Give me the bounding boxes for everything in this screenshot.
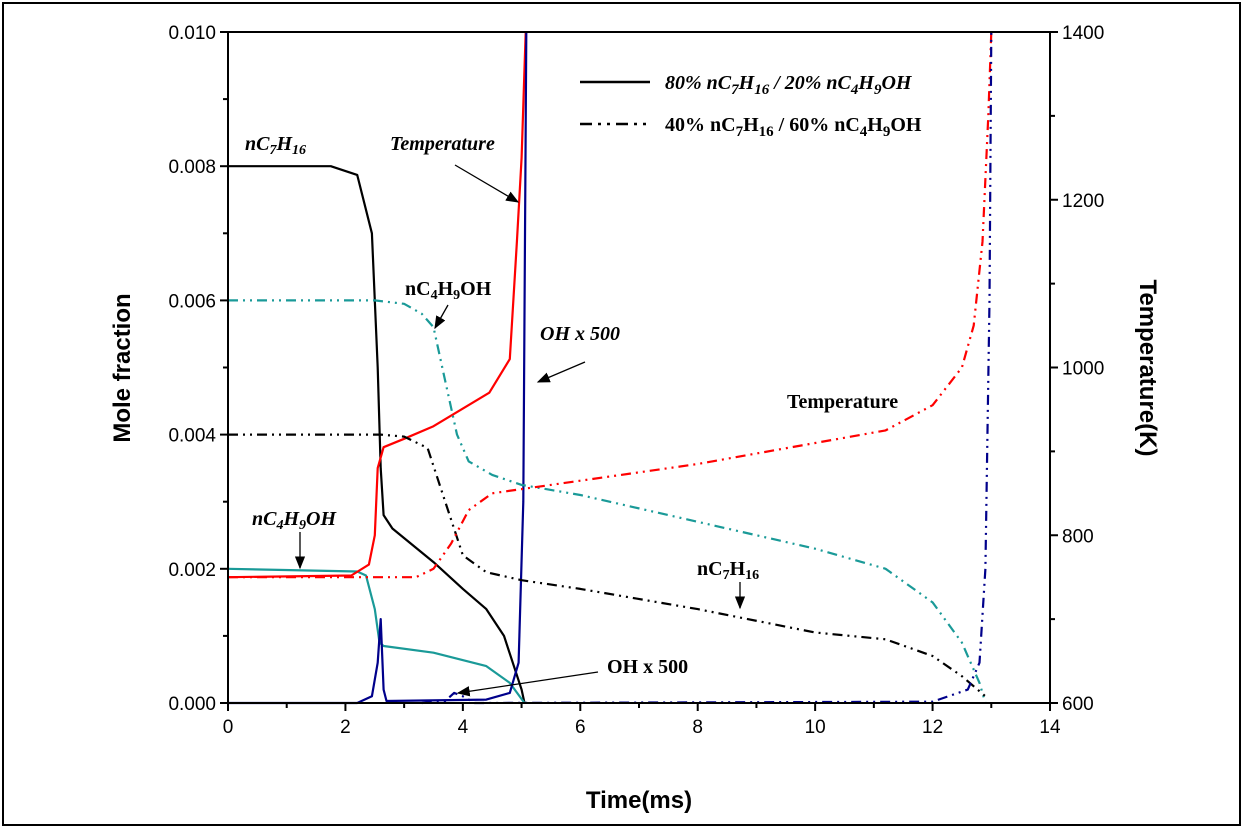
legend-label: 40% nC7H16 / 60% nC4H9OH [665, 114, 922, 140]
y-tick-label: 0.000 [168, 694, 216, 715]
x-tick-label: 14 [1039, 717, 1061, 738]
plot-frame [227, 31, 1051, 704]
y-tick-label: 0.010 [168, 23, 216, 44]
x-tick-label: 10 [805, 717, 826, 738]
series-line-6 [228, 31, 993, 579]
x-tick-label: 6 [575, 717, 586, 738]
annotation-label: OH x 500 [540, 323, 620, 345]
series-line-2 [227, 31, 527, 579]
annotation-label: Temperature [390, 133, 495, 155]
legend-label: 80% nC7H16 / 20% nC4H9OH [665, 72, 913, 98]
y2-tick-label: 600 [1062, 694, 1094, 715]
series-line-3 [228, 31, 528, 705]
y2-axis-label: Temperature(K) [1134, 280, 1161, 457]
annotation-label: nC7H16 [697, 558, 759, 583]
annotation-label: nC4H9OH [405, 278, 492, 303]
x-axis-label: Time(ms) [586, 787, 692, 814]
y-axis-label: Mole fraction [109, 293, 136, 442]
y-tick-label: 0.008 [168, 157, 216, 178]
x-tick-label: 4 [458, 717, 469, 738]
x-tick-label: 2 [340, 717, 351, 738]
annotations-layer: nC7H16 Temperature nC4H9OH OH x 500 Temperat… [245, 133, 898, 697]
y2-tick-label: 1400 [1062, 23, 1104, 44]
annotation-label: nC4H9OH [252, 508, 337, 533]
y-tick-label: 0.006 [168, 291, 216, 312]
legend: 80% nC7H16 / 20% nC4H9OH 40% nC7H16 / 60%… [580, 72, 922, 140]
x-tick-label: 12 [922, 717, 943, 738]
x-tick-label: 0 [223, 717, 234, 738]
annotation-label: OH x 500 [607, 656, 688, 678]
ticks-layer: 0 2 4 6 8 10 12 14 0.000 0.002 0.004 0.006 0.008 0.01… [168, 23, 1104, 738]
annotation-label: nC7H16 [245, 133, 306, 158]
series-line-0 [228, 165, 526, 704]
y2-tick-label: 800 [1062, 526, 1094, 547]
series-line-7 [421, 31, 993, 705]
y-tick-label: 0.002 [168, 560, 216, 581]
y2-tick-label: 1200 [1062, 191, 1104, 212]
series-layer [227, 31, 993, 705]
x-tick-label: 8 [692, 717, 703, 738]
annotation-arrow [456, 671, 599, 697]
annotation-arrow [536, 361, 586, 383]
series-line-1 [227, 567, 526, 704]
annotation-arrow [454, 164, 520, 203]
series-line-4 [228, 299, 987, 704]
series-line-5 [228, 433, 987, 698]
annotation-arrow [434, 304, 449, 330]
annotation-label: Temperature [787, 391, 898, 413]
y2-tick-label: 1000 [1062, 359, 1104, 380]
y-tick-label: 0.004 [168, 426, 216, 447]
